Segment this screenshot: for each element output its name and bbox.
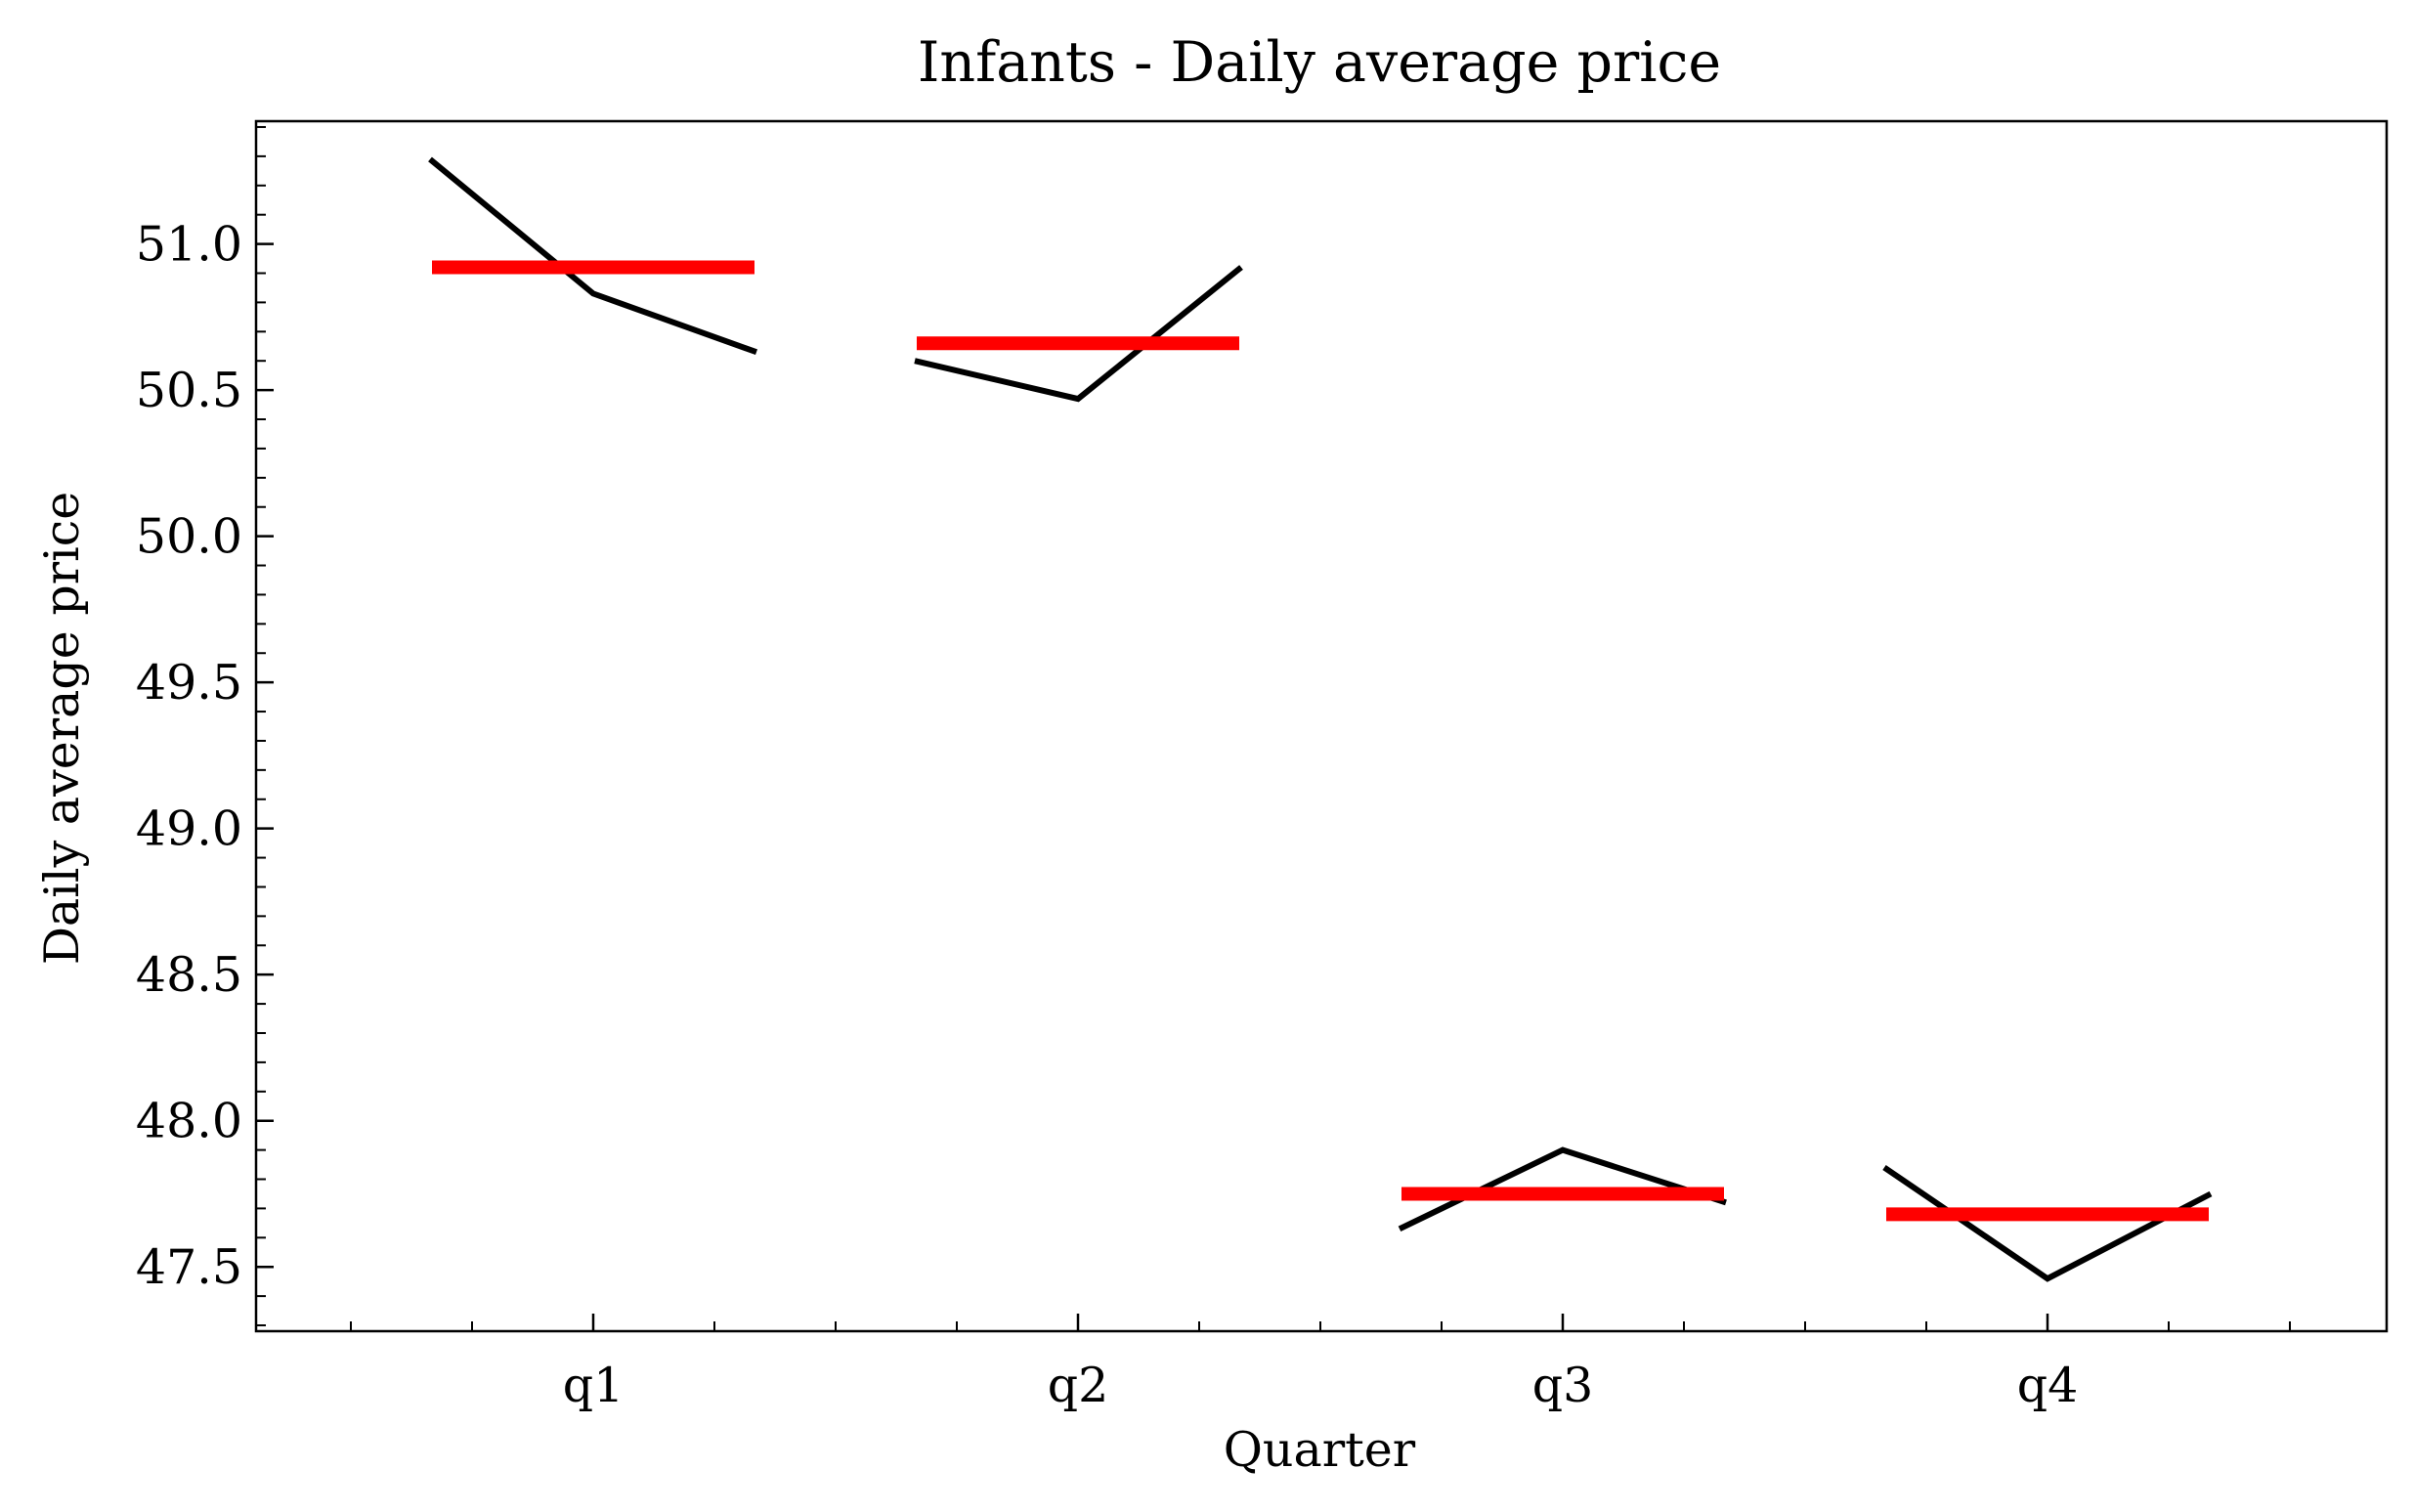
monthly-line-q1 <box>428 156 758 356</box>
y-tick-label: 48.5 <box>136 947 242 1003</box>
y-tick-label: 49.5 <box>136 655 242 711</box>
y-axis-label: Daily average price <box>34 492 90 965</box>
y-tick-label: 50.5 <box>136 363 242 418</box>
y-tick-label: 51.0 <box>136 217 242 273</box>
y-tick-label: 50.0 <box>136 509 242 565</box>
monthly-line-q4 <box>1882 1165 2213 1282</box>
y-tick-label: 49.0 <box>136 801 242 857</box>
x-axis-label: Quarter <box>1224 1422 1416 1478</box>
y-tick-label: 47.5 <box>136 1239 242 1295</box>
plot-frame <box>254 119 2389 1333</box>
x-tick-label: q1 <box>563 1358 625 1413</box>
chart-title: Infants - Daily average price <box>918 30 1721 95</box>
x-tick-label: q3 <box>1532 1358 1594 1413</box>
monthly-line-q3 <box>1398 1146 1727 1232</box>
x-tick-label: q2 <box>1048 1358 1109 1413</box>
plot-marks <box>428 156 2213 1282</box>
axis-ticks: 47.5 48.0 48.5 49.0 49.5 50.0 50.5 51.0 q1 q2 q3 q4 <box>136 125 2291 1413</box>
y-tick-label: 48.0 <box>136 1094 242 1149</box>
x-tick-label: q4 <box>2017 1358 2079 1413</box>
monthly-line-q2 <box>914 265 1243 403</box>
